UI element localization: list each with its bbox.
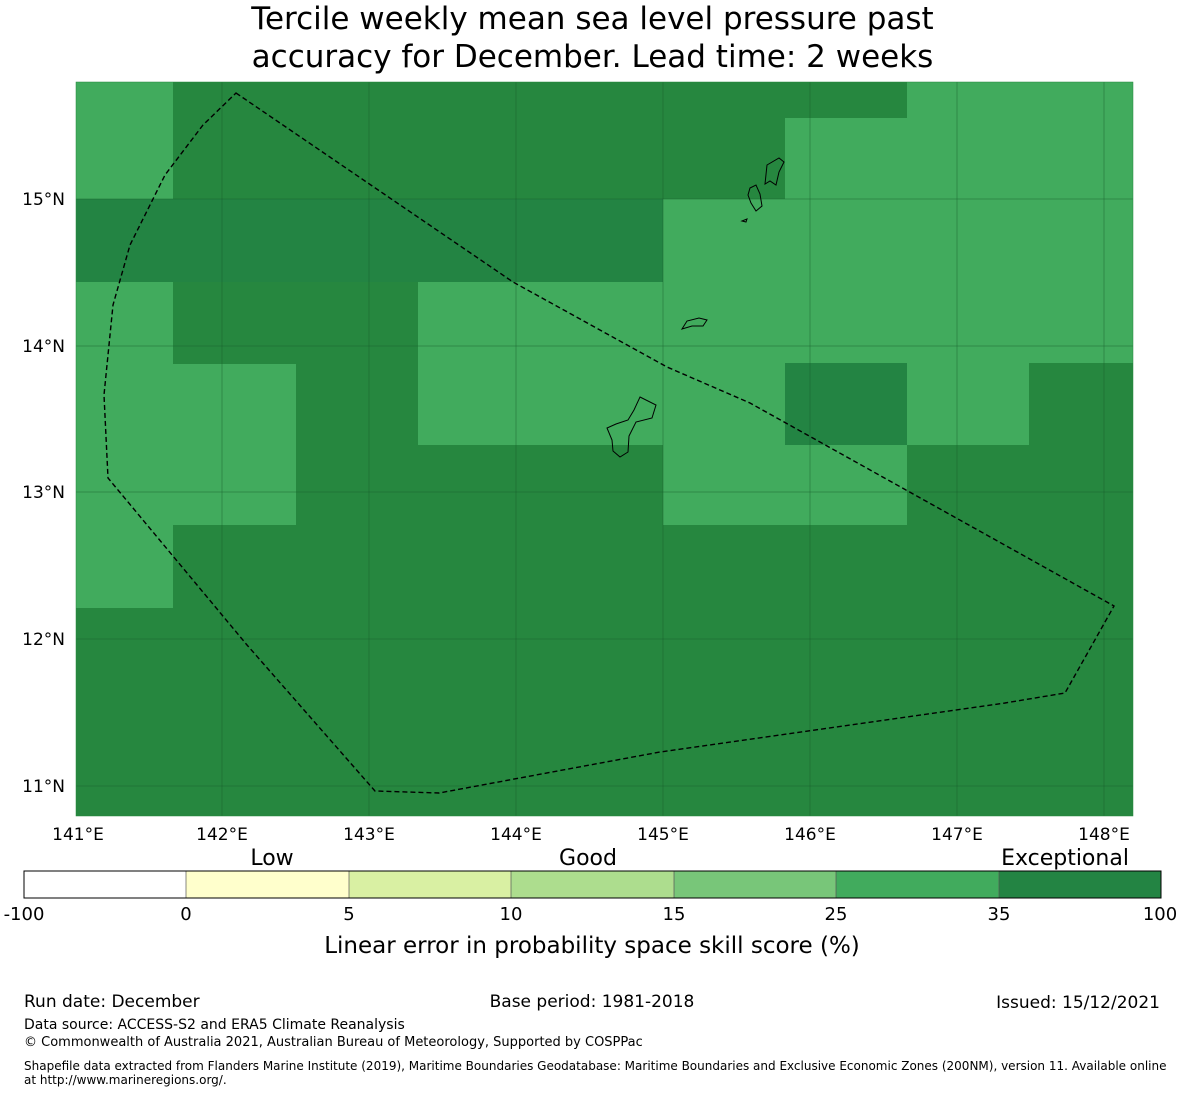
- cb-tick: 5: [343, 904, 354, 925]
- lon-tick: 148°E: [1078, 825, 1130, 845]
- cb-tick: 100: [1143, 904, 1177, 925]
- cell-mid: [76, 82, 173, 199]
- lat-tick: 11°N: [22, 777, 65, 797]
- cb-tick: -100: [4, 904, 45, 925]
- cell-mid: [907, 363, 1029, 445]
- colorbar-title: Linear error in probability space skill …: [324, 933, 860, 959]
- skill-cells-mid: [76, 82, 1133, 608]
- map-frame: [75, 81, 1134, 817]
- cb-tick: 0: [180, 904, 191, 925]
- cell-mid: [663, 199, 1133, 363]
- title-line-2: accuracy for December. Lead time: 2 week…: [251, 39, 934, 75]
- category-good: Good: [559, 846, 617, 871]
- shapefile-credit-2: at http://www.marineregions.org/.: [24, 1073, 227, 1087]
- data-source: Data source: ACCESS-S2 and ERA5 Climate …: [24, 1017, 405, 1033]
- issued-date: Issued: 15/12/2021: [996, 993, 1160, 1013]
- cell-dark: [785, 363, 907, 445]
- eez-boundary: [103, 92, 1115, 794]
- cell-mid: [76, 364, 296, 525]
- cb-tick: 15: [663, 904, 686, 925]
- island-tinian: [747, 184, 763, 212]
- cell-mid: [76, 525, 173, 608]
- copyright: © Commonwealth of Australia 2021, Austra…: [24, 1035, 643, 1050]
- lon-tick: 145°E: [637, 825, 689, 845]
- cb-tick: 10: [500, 904, 523, 925]
- colorbar-seg-2: [349, 871, 511, 898]
- lat-ticks: 15°N 14°N 13°N 12°N 11°N: [22, 190, 65, 797]
- lon-tick: 144°E: [490, 825, 542, 845]
- colorbar-ticks: -100 0 5 10 15 25 35 100: [4, 904, 1178, 925]
- colorbar-seg-1: [186, 871, 349, 898]
- lon-ticks: 141°E 142°E 143°E 144°E 145°E 146°E 147°…: [52, 825, 1130, 845]
- island-aguijan: [740, 218, 748, 223]
- colorbar-seg-6: [999, 871, 1161, 898]
- cell-mid: [907, 82, 1133, 119]
- lon-tick: 143°E: [343, 825, 395, 845]
- cell-mid: [663, 363, 785, 525]
- cell-mid: [76, 282, 173, 364]
- lon-tick: 147°E: [931, 825, 983, 845]
- lon-tick: 146°E: [784, 825, 836, 845]
- colorbar-seg-0: [24, 871, 186, 898]
- lat-tick: 15°N: [22, 190, 65, 210]
- lat-tick: 14°N: [22, 337, 65, 357]
- lat-tick: 13°N: [22, 483, 65, 503]
- base-period: Base period: 1981-2018: [490, 992, 695, 1012]
- colorbar-frame: [23, 870, 1162, 899]
- island-guam: [606, 396, 657, 458]
- gridlines: [76, 82, 1133, 816]
- colorbar-seg-3: [511, 871, 674, 898]
- cell-mid: [418, 282, 663, 445]
- colorbar-seg-4: [674, 871, 836, 898]
- cb-tick: 35: [988, 904, 1011, 925]
- colorbar-categories: Low Good Exceptional: [250, 846, 1129, 871]
- island-saipan: [764, 157, 785, 186]
- shapefile-credit-1: Shapefile data extracted from Flanders M…: [24, 1059, 1166, 1073]
- colorbar-dividers: [185, 871, 1000, 898]
- skill-cells-dark: [76, 199, 907, 445]
- island-rota: [680, 317, 708, 330]
- lat-tick: 12°N: [22, 630, 65, 650]
- lon-tick: 142°E: [196, 825, 248, 845]
- category-low: Low: [250, 846, 293, 871]
- title-line-1: Tercile weekly mean sea level pressure p…: [251, 1, 934, 37]
- cell-mid: [785, 118, 1133, 200]
- cb-tick: 25: [825, 904, 848, 925]
- cell-dark: [76, 199, 663, 282]
- colorbar-seg-5: [836, 871, 999, 898]
- colorbar: [23, 870, 1162, 899]
- run-date: Run date: December: [24, 992, 200, 1012]
- cell-mid: [785, 445, 907, 525]
- islands: [606, 157, 785, 458]
- lon-tick: 141°E: [52, 825, 104, 845]
- chart-title: Tercile weekly mean sea level pressure p…: [0, 0, 1185, 76]
- category-exceptional: Exceptional: [1001, 846, 1129, 871]
